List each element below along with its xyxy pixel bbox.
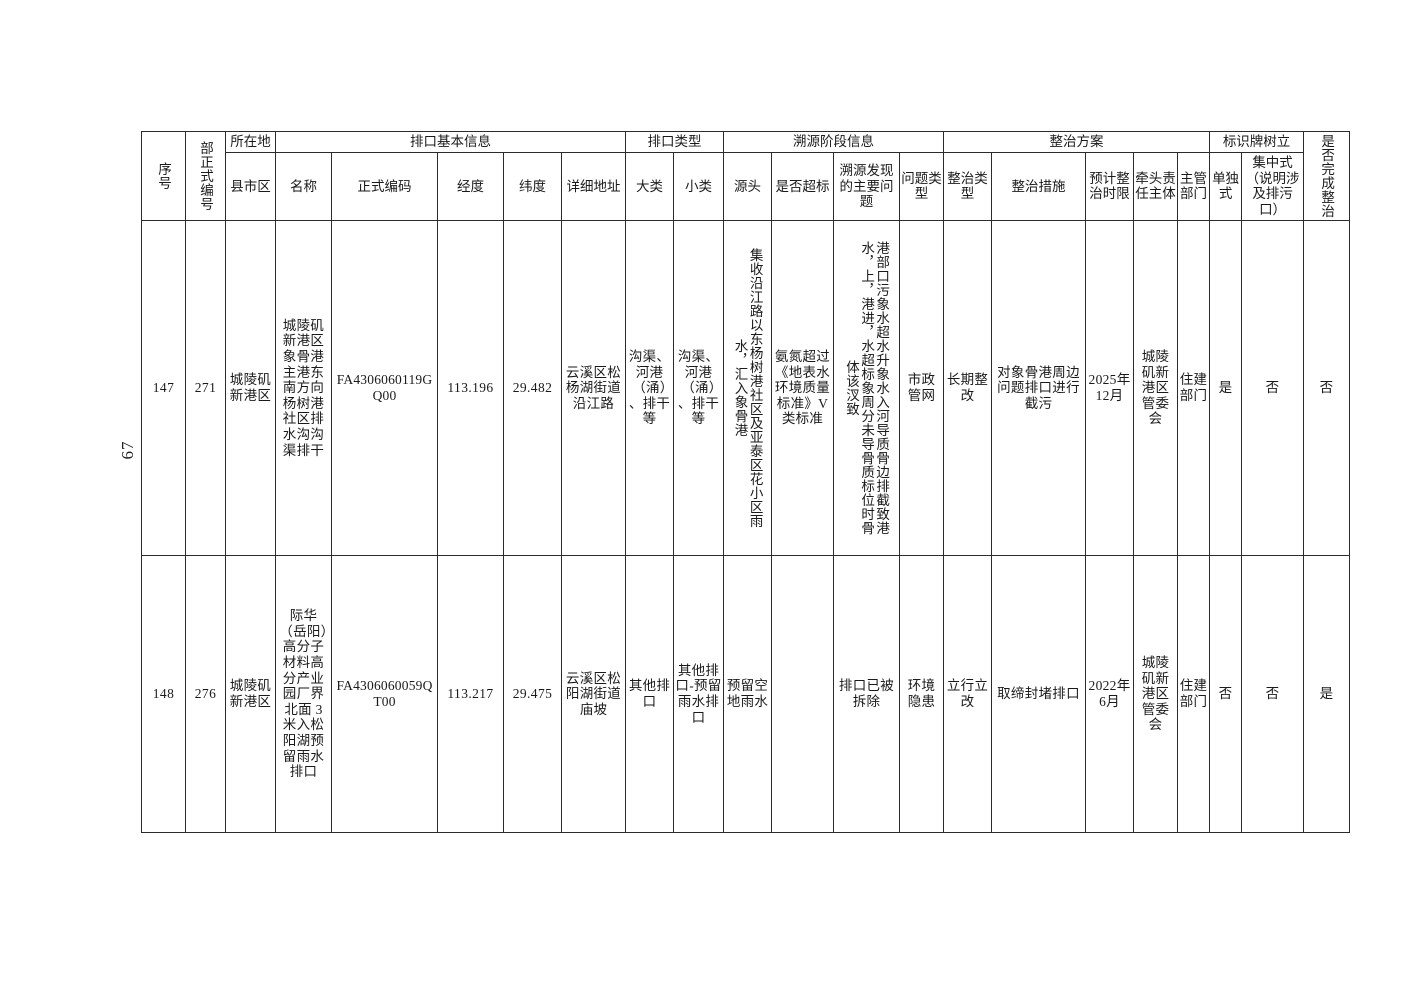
table-grid: 序号 部正式编号 所在地 排口基本信息 排口类型 溯源阶段信息 整治方案 标识牌…: [141, 131, 1351, 833]
header-supervising-dept: 主管部门: [1177, 151, 1211, 222]
cell-detailed-address: 云溪区松杨湖街道沿江路: [560, 220, 627, 556]
header-major-type: 大类: [625, 151, 675, 222]
cell-centralized: 否: [1241, 555, 1305, 833]
table-row: 148 276 城陵矶新港区 际华（岳阳）高分子材料高分产业园厂界北面 3 米入…: [141, 555, 1351, 833]
cell-rect-type: 立行立改: [943, 555, 993, 833]
header-rectification-plan: 整治方案: [943, 131, 1211, 153]
table-body: 147 271 城陵矶新港区 城陵矶新港区象骨港主港东南方向杨树港社区排水沟沟渠…: [141, 220, 1351, 833]
cell-official-code: 271: [185, 220, 226, 556]
cell-major-type: 沟渠、河港（涌）、排干等: [625, 220, 675, 556]
cell-lead-responsible: 城陵矶新港区管委会: [1133, 220, 1179, 556]
header-main-problem: 溯源发现的主要问题: [833, 151, 901, 222]
header-detailed-address: 详细地址: [560, 151, 627, 222]
cell-main-problem-text: 港部口污象水超水升象水入河导质骨边排截致港水，上，港进，水超标象周分未导骨质标位…: [843, 241, 890, 535]
header-row-groups: 序号 部正式编号 所在地 排口基本信息 排口类型 溯源阶段信息 整治方案 标识牌…: [141, 131, 1351, 221]
cell-source: 预留空地雨水: [723, 555, 773, 833]
cell-major-type: 其他排口: [625, 555, 675, 833]
header-latitude: 纬度: [503, 151, 562, 222]
cell-completed: 是: [1303, 555, 1351, 833]
cell-rect-type: 长期整改: [943, 220, 993, 556]
cell-expected-deadline: 2025年12月: [1085, 220, 1135, 556]
header-completed-label: 是否完成整治: [1319, 134, 1335, 218]
cell-exceed-standard: [771, 555, 835, 833]
page-number: 67: [118, 440, 137, 460]
cell-expected-deadline: 2022年6月: [1085, 555, 1135, 833]
cell-supervising-dept: 住建部门: [1177, 555, 1211, 833]
header-source: 源头: [723, 151, 773, 222]
cell-lead-responsible: 城陵矶新港区管委会: [1133, 555, 1179, 833]
cell-latitude: 29.482: [503, 220, 562, 556]
cell-completed: 否: [1303, 220, 1351, 556]
cell-latitude: 29.475: [503, 555, 562, 833]
header-exceed-standard: 是否超标: [771, 151, 835, 222]
cell-standalone: 是: [1209, 220, 1243, 556]
cell-formal-code: FA4306060119GQ00: [331, 220, 438, 556]
table-row: 147 271 城陵矶新港区 城陵矶新港区象骨港主港东南方向杨树港社区排水沟沟渠…: [141, 220, 1351, 556]
table-header: 序号 部正式编号 所在地 排口基本信息 排口类型 溯源阶段信息 整治方案 标识牌…: [141, 131, 1351, 222]
cell-standalone: 否: [1209, 555, 1243, 833]
header-outlet-type: 排口类型: [625, 131, 725, 153]
header-problem-type: 问题类型: [899, 151, 945, 222]
cell-centralized: 否: [1241, 220, 1305, 556]
cell-supervising-dept: 住建部门: [1177, 220, 1211, 556]
cell-longitude: 113.217: [437, 555, 504, 833]
header-seq-label: 序号: [156, 162, 172, 190]
cell-detailed-address: 云溪区松阳湖街道庙坡: [560, 555, 627, 833]
cell-exceed-standard: 氨氮超过《地表水环境质量标准》V类标准: [771, 220, 835, 556]
cell-seq: 147: [141, 220, 186, 556]
header-minor-type: 小类: [673, 151, 725, 222]
header-official-code-label: 部正式编号: [198, 141, 214, 211]
header-formal-code: 正式编码: [331, 151, 438, 222]
header-longitude: 经度: [437, 151, 504, 222]
header-rect-measures: 整治措施: [991, 151, 1087, 222]
header-seq: 序号: [141, 131, 186, 221]
cell-rect-measures: 取缔封堵排口: [991, 555, 1087, 833]
header-expected-deadline: 预计整治时限: [1085, 151, 1135, 222]
cell-county: 城陵矶新港区: [225, 555, 276, 833]
header-name: 名称: [275, 151, 332, 222]
header-standalone: 单独式: [1209, 151, 1243, 222]
header-row-subs: 县市区 名称 正式编码 经度 纬度 详细地址 大类 小类 源头 是否超标 溯源发…: [142, 151, 1350, 222]
cell-county: 城陵矶新港区: [225, 220, 276, 556]
header-location: 所在地: [225, 131, 276, 153]
outlet-rectification-table: 序号 部正式编号 所在地 排口基本信息 排口类型 溯源阶段信息 整治方案 标识牌…: [141, 131, 1351, 833]
cell-main-problem: 港部口污象水超水升象水入河导质骨边排截致港水，上，港进，水超标象周分未导骨质标位…: [833, 220, 901, 556]
cell-main-problem: 排口已被拆除: [833, 555, 901, 833]
cell-source: 集收沿江路以东杨树港社区及亚泰区花小区雨水，汇入象骨港: [723, 220, 773, 556]
header-sign-erection: 标识牌树立: [1209, 131, 1305, 153]
cell-problem-type: 环境隐患: [899, 555, 945, 833]
cell-longitude: 113.196: [437, 220, 504, 556]
cell-source-text: 集收沿江路以东杨树港社区及亚泰区花小区雨水，汇入象骨港: [732, 248, 763, 528]
header-lead-responsible: 牵头责任主体: [1133, 151, 1179, 222]
header-rect-type: 整治类型: [943, 151, 993, 222]
cell-minor-type: 沟渠、河港（涌）、排干等: [673, 220, 725, 556]
cell-seq: 148: [141, 555, 186, 833]
cell-problem-type: 市政管网: [899, 220, 945, 556]
cell-name: 际华（岳阳）高分子材料高分产业园厂界北面 3 米入松阳湖预留雨水排口: [275, 555, 332, 833]
header-tracing-stage-info: 溯源阶段信息: [723, 131, 945, 153]
header-official-code: 部正式编号: [185, 131, 226, 221]
cell-name: 城陵矶新港区象骨港主港东南方向杨树港社区排水沟沟渠排干: [275, 220, 332, 556]
header-outlet-basic-info: 排口基本信息: [274, 131, 627, 153]
header-county: 县市区: [225, 151, 276, 222]
cell-official-code: 276: [185, 555, 226, 833]
cell-rect-measures: 对象骨港周边问题排口进行截污: [991, 220, 1087, 556]
cell-formal-code: FA4306060059QT00: [331, 555, 438, 833]
cell-minor-type: 其他排口-预留雨水排口: [673, 555, 725, 833]
header-centralized: 集中式（说明涉及排污口）: [1241, 151, 1305, 222]
header-completed: 是否完成整治: [1303, 131, 1351, 221]
